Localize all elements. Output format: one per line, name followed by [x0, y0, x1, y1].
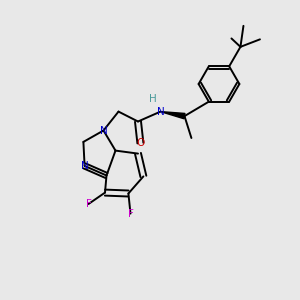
Text: O: O — [136, 138, 145, 148]
Text: N: N — [100, 125, 107, 136]
Polygon shape — [160, 112, 185, 119]
Text: F: F — [85, 199, 91, 209]
Text: F: F — [128, 208, 134, 219]
Text: N: N — [157, 106, 164, 117]
Text: H: H — [148, 94, 156, 104]
Text: N: N — [81, 161, 88, 171]
